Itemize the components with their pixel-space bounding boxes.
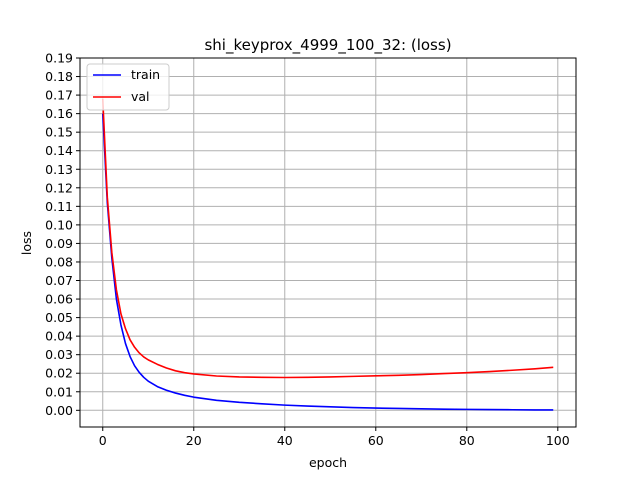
series-line-train <box>101 113 554 411</box>
y-tick-label: 0.02 <box>45 366 73 381</box>
y-tick-label: 0.14 <box>45 143 73 158</box>
y-tick-label: 0.19 <box>45 51 73 66</box>
y-tick-label: 0.00 <box>45 403 73 418</box>
x-tick-label: 0 <box>99 433 107 448</box>
x-tick-label: 100 <box>546 433 570 448</box>
y-tick-label: 0.06 <box>45 292 73 307</box>
y-tick-label: 0.13 <box>45 162 73 177</box>
y-tick-label: 0.17 <box>45 88 73 103</box>
y-tick-label: 0.08 <box>45 254 73 269</box>
y-tick-label: 0.05 <box>45 310 73 325</box>
x-tick-label: 20 <box>186 433 202 448</box>
y-tick-label: 0.10 <box>45 217 73 232</box>
y-tick-label: 0.11 <box>45 199 73 214</box>
y-axis-label: loss <box>19 231 34 255</box>
legend-label-train: train <box>131 67 160 82</box>
x-axis-label: epoch <box>309 455 347 470</box>
legend-label-val: val <box>131 89 150 104</box>
y-tick-label: 0.16 <box>45 106 73 121</box>
y-tick-label: 0.15 <box>45 125 73 140</box>
y-axis: 0.00 0.01 0.02 0.03 0.04 0.05 0.06 0.07 0.08 0.09… <box>45 51 80 418</box>
y-tick-label: 0.07 <box>45 273 73 288</box>
plot-frame <box>79 57 577 428</box>
y-tick-label: 0.04 <box>45 329 73 344</box>
chart-title: shi_keyprox_4999_100_32: (loss) <box>204 36 451 55</box>
y-tick-label: 0.01 <box>45 384 73 399</box>
legend: train val <box>86 63 170 111</box>
x-tick-label: 40 <box>277 433 293 448</box>
x-axis: 0 20 40 60 80 100 <box>99 427 570 448</box>
y-tick-label: 0.12 <box>45 180 73 195</box>
x-tick-label: 60 <box>368 433 384 448</box>
series-layer <box>101 98 554 411</box>
y-tick-label: 0.09 <box>45 236 73 251</box>
y-tick-label: 0.03 <box>45 347 73 362</box>
series-line-val <box>101 98 554 379</box>
x-tick-label: 80 <box>459 433 475 448</box>
y-tick-label: 0.18 <box>45 69 73 84</box>
